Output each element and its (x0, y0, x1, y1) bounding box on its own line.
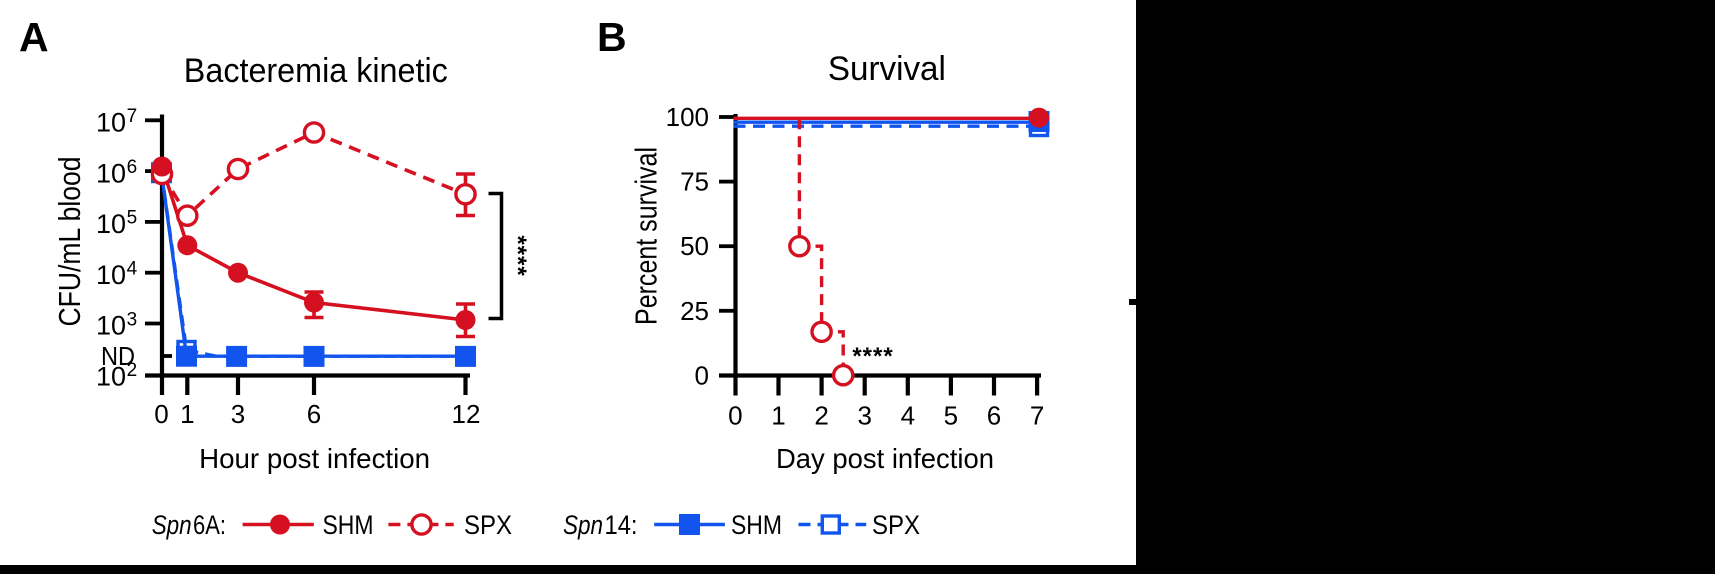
svg-text:2: 2 (127, 360, 138, 381)
svg-text:10: 10 (96, 311, 126, 341)
svg-text:6: 6 (127, 157, 138, 178)
svg-text:10: 10 (96, 108, 126, 138)
svg-text:25: 25 (680, 296, 709, 326)
svg-text:3: 3 (231, 399, 245, 429)
svg-text:B: B (597, 14, 627, 60)
svg-text:Bacteremia kinetic: Bacteremia kinetic (184, 52, 448, 90)
svg-text:4: 4 (901, 401, 915, 431)
svg-text:Spn: Spn (563, 510, 603, 540)
svg-text:75: 75 (680, 167, 709, 197)
svg-text:12: 12 (452, 399, 481, 429)
svg-text:7: 7 (127, 106, 138, 127)
svg-text:SHM: SHM (731, 510, 782, 540)
svg-text:6: 6 (307, 399, 321, 429)
svg-text:****: **** (852, 343, 893, 370)
svg-text:SPX: SPX (872, 510, 920, 540)
svg-text:10: 10 (96, 260, 126, 290)
svg-text:100: 100 (666, 102, 709, 132)
svg-text:ND: ND (101, 341, 135, 371)
svg-text:Percent survival: Percent survival (629, 147, 664, 325)
svg-text:6A:: 6A: (193, 510, 226, 540)
svg-text:10: 10 (96, 209, 126, 239)
svg-text:0: 0 (728, 401, 742, 431)
svg-text:5: 5 (944, 401, 958, 431)
svg-text:SPX: SPX (464, 510, 512, 540)
svg-text:7: 7 (1030, 401, 1044, 431)
svg-text:Day post infection: Day post infection (776, 443, 994, 474)
svg-text:****: **** (504, 235, 531, 276)
svg-text:1: 1 (771, 401, 785, 431)
svg-text:Spn: Spn (152, 510, 192, 540)
svg-text:50: 50 (680, 231, 709, 261)
svg-text:3: 3 (857, 401, 871, 431)
svg-text:1: 1 (180, 399, 194, 429)
svg-text:0: 0 (154, 399, 168, 429)
svg-text:SHM: SHM (323, 510, 374, 540)
svg-text:Hour post infection: Hour post infection (199, 443, 430, 474)
svg-text:0: 0 (695, 360, 709, 390)
svg-text:14:: 14: (605, 510, 638, 540)
svg-text:5: 5 (127, 208, 138, 229)
svg-text:CFU/mL blood: CFU/mL blood (52, 157, 87, 327)
svg-text:2: 2 (814, 401, 828, 431)
svg-text:Survival: Survival (828, 50, 946, 88)
svg-text:3: 3 (127, 309, 138, 330)
svg-text:10: 10 (96, 362, 126, 392)
svg-text:4: 4 (127, 259, 138, 280)
svg-text:A: A (19, 14, 49, 60)
svg-text:6: 6 (987, 401, 1001, 431)
svg-text:10: 10 (96, 158, 126, 188)
